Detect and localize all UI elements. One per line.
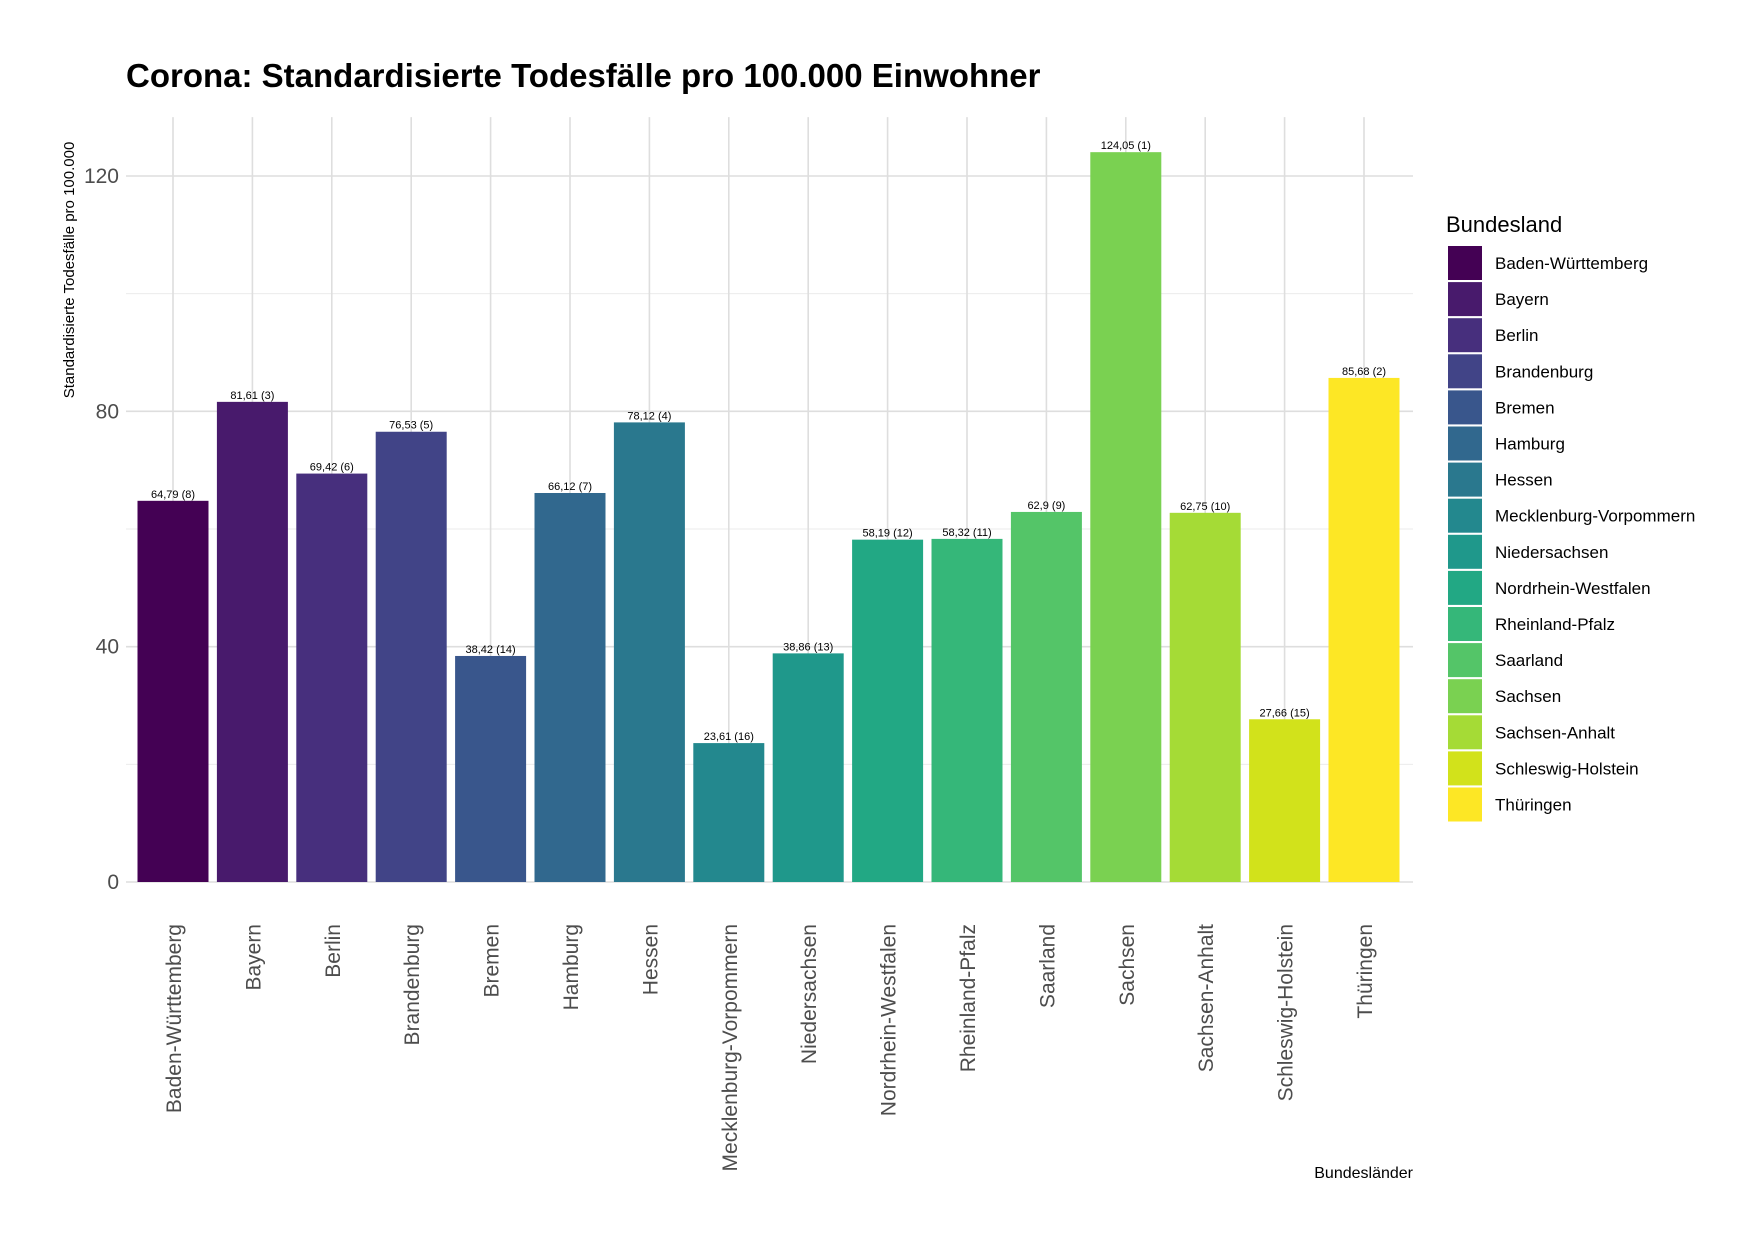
x-tick-label: Niedersachsen xyxy=(798,924,821,1064)
bar xyxy=(1169,512,1241,882)
y-axis-title: Standardisierte Todesfälle pro 100.000 xyxy=(61,142,78,399)
legend-swatch xyxy=(1448,751,1482,786)
data-label: 64,79 (8) xyxy=(151,489,195,501)
x-tick-label: Hessen xyxy=(639,924,662,995)
data-label: 38,42 (14) xyxy=(466,644,516,656)
bar xyxy=(613,422,685,882)
legend-label: Rheinland-Pfalz xyxy=(1495,615,1615,634)
bar xyxy=(1328,377,1400,882)
legend-label: Sachsen-Anhalt xyxy=(1495,723,1615,742)
legend-label: Niedersachsen xyxy=(1495,543,1608,562)
data-label: 78,12 (4) xyxy=(627,410,671,422)
y-tick-label: 0 xyxy=(107,871,119,894)
legend-label: Hamburg xyxy=(1495,435,1565,454)
y-tick-label: 80 xyxy=(96,400,119,423)
legend-title: Bundesland xyxy=(1446,212,1562,237)
bar xyxy=(1249,719,1321,882)
bar xyxy=(455,655,527,882)
legend-swatch xyxy=(1448,462,1482,497)
y-tick-label: 120 xyxy=(84,165,119,188)
legend-swatch xyxy=(1448,354,1482,389)
x-tick-label: Berlin xyxy=(322,924,345,978)
x-tick-label: Schleswig-Holstein xyxy=(1275,924,1298,1101)
x-tick-label: Brandenburg xyxy=(401,924,424,1045)
legend-label: Nordrhein-Westfalen xyxy=(1495,579,1651,598)
legend-label: Thüringen xyxy=(1495,796,1572,815)
data-label: 62,75 (10) xyxy=(1180,501,1230,513)
legend-label: Saarland xyxy=(1495,651,1563,670)
legend-swatch xyxy=(1448,282,1482,317)
bar xyxy=(1010,511,1082,882)
legend-swatch xyxy=(1448,318,1482,353)
x-tick-label: Nordrhein-Westfalen xyxy=(878,924,901,1116)
data-label: 23,61 (16) xyxy=(704,731,754,743)
x-tick-label: Sachsen-Anhalt xyxy=(1195,924,1218,1072)
data-label: 81,61 (3) xyxy=(230,390,274,402)
bar xyxy=(693,743,765,882)
y-tick-label: 40 xyxy=(96,636,119,659)
x-tick-label: Mecklenburg-Vorpommern xyxy=(719,924,742,1171)
data-labels-layer: 64,79 (8) 81,61 (3) 69,42 (6) 76,53 (5) 38,4… xyxy=(151,140,1386,743)
legend-swatch xyxy=(1448,607,1482,641)
legend-swatch xyxy=(1448,570,1482,605)
data-label: 58,32 (11) xyxy=(942,527,991,539)
x-tick-label: Sachsen xyxy=(1116,924,1139,1006)
x-axis-title: Bundesländer xyxy=(1314,1165,1413,1182)
data-label: 85,68 (2) xyxy=(1342,366,1386,378)
data-label: 124,05 (1) xyxy=(1101,140,1151,152)
legend-label: Schleswig-Holstein xyxy=(1495,759,1639,778)
legend-label: Berlin xyxy=(1495,326,1538,345)
data-label: 62,9 (9) xyxy=(1027,500,1065,512)
legend: Bundesland Baden-Württemberg Bayern Berlin B… xyxy=(1446,212,1695,822)
bar xyxy=(137,500,209,882)
data-label: 69,42 (6) xyxy=(310,462,354,474)
legend-swatch xyxy=(1448,643,1482,678)
legend-swatch xyxy=(1448,787,1482,822)
bars-layer xyxy=(137,152,1400,883)
x-tick-label: Thüringen xyxy=(1354,924,1377,1019)
bar xyxy=(931,538,1003,882)
legend-swatch xyxy=(1448,246,1482,280)
axes-layer: 0 40 80 120 Baden-Württemberg Bayern Berlin Bra… xyxy=(84,165,1377,1171)
legend-swatch xyxy=(1448,498,1482,533)
bar xyxy=(772,653,844,882)
legend-label: Sachsen xyxy=(1495,687,1561,706)
bar xyxy=(296,473,368,882)
data-label: 27,66 (15) xyxy=(1260,707,1310,719)
legend-label: Bremen xyxy=(1495,398,1555,417)
x-tick-label: Bayern xyxy=(242,924,265,991)
x-tick-label: Baden-Württemberg xyxy=(163,924,186,1113)
x-tick-label: Rheinland-Pfalz xyxy=(957,924,980,1072)
bar xyxy=(1090,152,1162,883)
x-tick-label: Saarland xyxy=(1036,924,1059,1008)
data-label: 66,12 (7) xyxy=(548,481,592,493)
bar xyxy=(852,539,924,882)
x-tick-label: Bremen xyxy=(481,924,504,998)
legend-swatch xyxy=(1448,426,1482,461)
legend-swatch xyxy=(1448,534,1482,569)
legend-swatch xyxy=(1448,390,1482,425)
bar xyxy=(534,492,606,882)
bar xyxy=(375,431,447,882)
chart-title: Corona: Standardisierte Todesfälle pro 1… xyxy=(126,57,1041,94)
data-label: 58,19 (12) xyxy=(863,528,913,540)
bar xyxy=(216,401,288,882)
legend-swatch xyxy=(1448,715,1482,750)
legend-label: Brandenburg xyxy=(1495,362,1593,381)
legend-label: Baden-Württemberg xyxy=(1495,254,1648,273)
x-tick-label: Hamburg xyxy=(560,924,583,1010)
legend-swatch xyxy=(1448,679,1482,714)
data-label: 76,53 (5) xyxy=(389,420,433,432)
legend-label: Bayern xyxy=(1495,290,1549,309)
data-label: 38,86 (13) xyxy=(783,641,833,653)
legend-label: Mecklenburg-Vorpommern xyxy=(1495,507,1695,526)
legend-label: Hessen xyxy=(1495,471,1553,490)
